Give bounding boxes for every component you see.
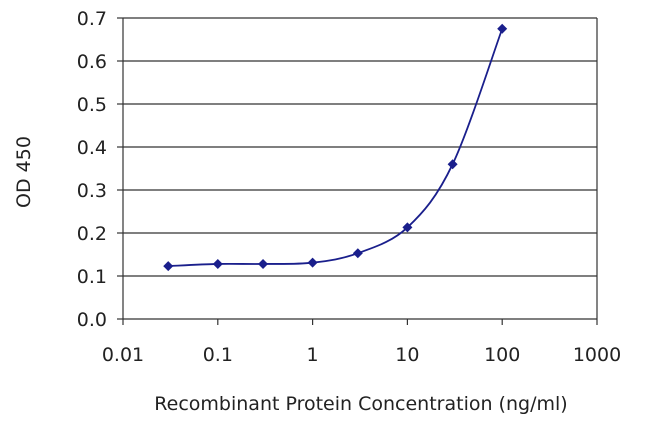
y-tick-label: 0.0 [77, 309, 107, 331]
data-point [402, 222, 413, 233]
x-tick-label: 10 [395, 344, 419, 366]
y-tick-label: 0.7 [77, 8, 107, 30]
data-point [497, 23, 508, 34]
x-tick-label: 1 [307, 344, 319, 366]
x-tick-label: 1000 [573, 344, 621, 366]
y-tick-label: 0.3 [77, 180, 107, 202]
x-tick-label: 100 [484, 344, 520, 366]
y-tick-label: 0.4 [77, 137, 107, 159]
y-tick-label: 0.6 [77, 51, 107, 73]
data-point [307, 257, 318, 268]
y-tick-label: 0.1 [77, 266, 107, 288]
y-axis-title: OD 450 [13, 136, 35, 208]
data-point [352, 248, 363, 259]
data-point [163, 261, 174, 272]
data-point [447, 159, 458, 170]
data-point [212, 258, 223, 269]
fit-curve [168, 28, 504, 268]
x-axis-title: Recombinant Protein Concentration (ng/ml… [154, 393, 567, 415]
y-tick-label: 0.2 [77, 223, 107, 245]
y-tick-label: 0.5 [77, 94, 107, 116]
x-tick-label: 0.01 [102, 344, 144, 366]
x-tick-label: 0.1 [203, 344, 233, 366]
data-point [258, 258, 269, 269]
